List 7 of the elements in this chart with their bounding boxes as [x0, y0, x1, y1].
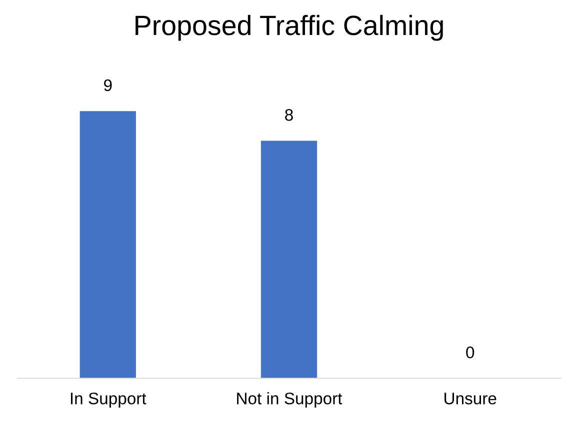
- x-tick-label: Unsure: [444, 392, 496, 404]
- data-label: 8: [285, 109, 293, 121]
- data-label: 0: [466, 346, 474, 358]
- x-tick-label: Not in Support: [237, 392, 342, 408]
- data-label: 9: [104, 79, 112, 92]
- chart-title: Proposed Traffic Calming: [136, 14, 443, 41]
- x-tick-label: In Support: [70, 392, 146, 408]
